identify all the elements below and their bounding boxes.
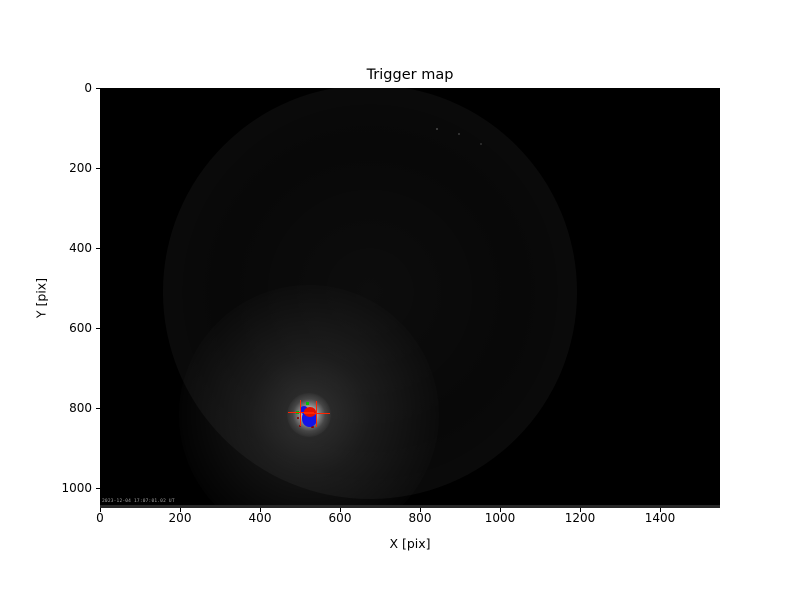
x-tick-label: 600	[328, 511, 352, 525]
y-tick-label: 800	[69, 401, 92, 415]
x-axis-label: X [pix]	[389, 536, 431, 551]
x-tick-label: 0	[96, 511, 104, 525]
y-tick-mark	[96, 327, 100, 329]
camera-info-strip	[100, 504, 720, 508]
x-tick-label: 1400	[644, 511, 676, 525]
y-tick-label: 1000	[61, 481, 92, 495]
y-tick-mark	[96, 167, 100, 169]
y-axis-label: Y [pix]	[33, 277, 49, 319]
y-tick-label: 200	[69, 161, 92, 175]
x-tick-mark	[179, 508, 181, 512]
x-tick-mark	[499, 508, 501, 512]
x-tick-label: 1200	[564, 511, 596, 525]
plot-area: 2023-12-04 17:07:01.02 UT	[100, 88, 720, 508]
fisheye-vignette	[163, 88, 577, 499]
y-tick-mark	[96, 407, 100, 409]
x-tick-label: 200	[168, 511, 192, 525]
core-red-blob	[303, 406, 316, 418]
faint-star-dot	[436, 128, 438, 130]
centroid-plus-marker-v	[300, 399, 302, 426]
x-tick-mark	[99, 508, 101, 512]
x-tick-label: 1000	[484, 511, 516, 525]
y-tick-label: 400	[69, 241, 92, 255]
fringe-pixel	[297, 417, 300, 420]
x-tick-mark	[579, 508, 581, 512]
faint-star-dot	[458, 132, 460, 135]
y-tick-label: 600	[69, 321, 92, 335]
y-tick-label: 0	[84, 81, 92, 95]
timestamp-overlay: 2023-12-04 17:07:01.02 UT	[102, 498, 175, 504]
fringe-pixel	[311, 426, 314, 429]
centroid-plus-marker-v	[316, 400, 318, 427]
x-tick-label: 800	[408, 511, 432, 525]
x-tick-label: 400	[248, 511, 272, 525]
x-tick-mark	[339, 508, 341, 512]
y-tick-mark	[96, 487, 100, 489]
y-tick-mark	[96, 87, 100, 89]
green-pixel	[305, 402, 309, 405]
y-tick-mark	[96, 247, 100, 249]
x-tick-mark	[419, 508, 421, 512]
fringe-pixel	[298, 424, 302, 428]
figure-title: Trigger map	[366, 67, 454, 83]
x-tick-mark	[259, 508, 261, 512]
faint-star-dot	[480, 143, 482, 146]
x-tick-mark	[659, 508, 661, 512]
